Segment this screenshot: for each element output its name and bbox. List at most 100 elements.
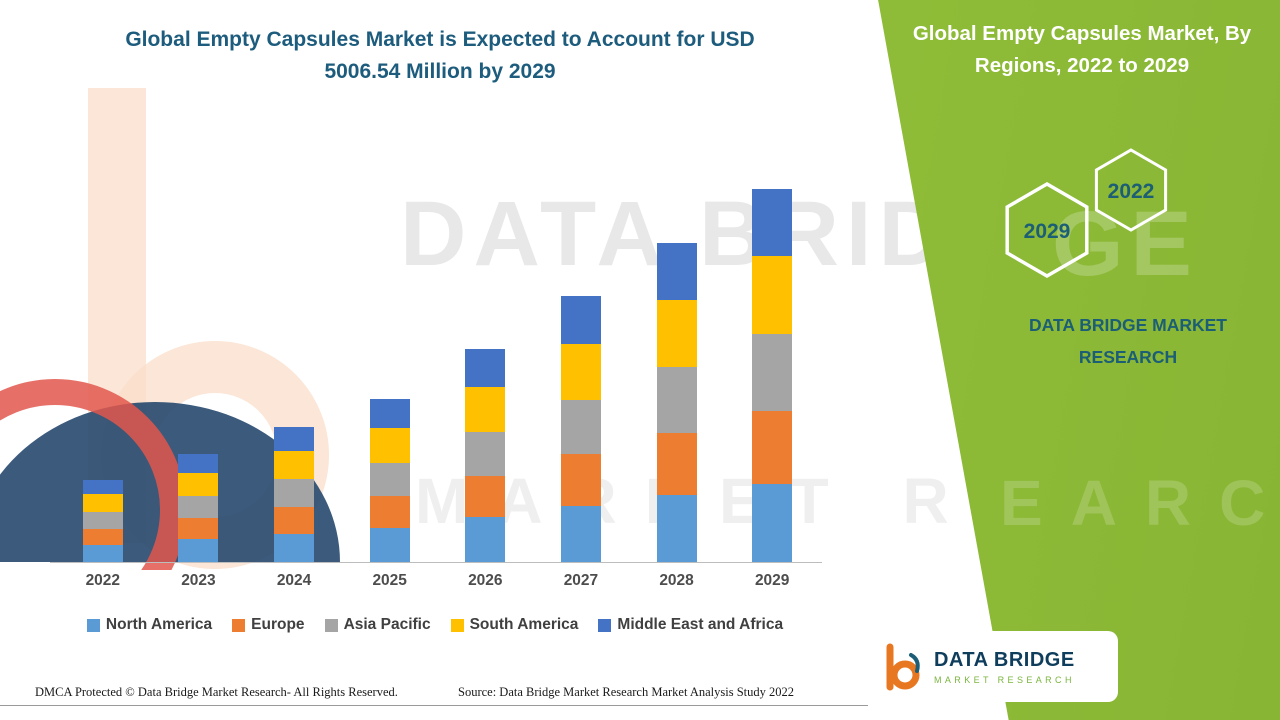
bar-segment-middle-east-and-africa: [752, 188, 793, 257]
page-title: Global Empty Capsules Market is Expected…: [125, 28, 755, 83]
bar-segment-europe: [465, 475, 506, 518]
bar-segment-middle-east-and-africa: [656, 242, 697, 301]
bar-segment-north-america: [369, 527, 410, 562]
bar-2022: [55, 152, 151, 562]
data-bridge-logo-icon: [886, 643, 920, 690]
dmca-notice: DMCA Protected © Data Bridge Market Rese…: [35, 685, 398, 699]
x-axis-label-2025: 2025: [372, 572, 407, 589]
logo-card: DATA BRIDGE MARKET RESEARCH: [866, 631, 1118, 702]
x-axis-label-2026: 2026: [468, 572, 503, 589]
bar-segment-asia-pacific: [560, 399, 601, 455]
bar-2028: [629, 152, 725, 562]
bar-segment-asia-pacific: [656, 367, 697, 433]
legend-marker: [450, 618, 464, 632]
x-axis-label-2023: 2023: [181, 572, 216, 589]
hexagon-2022-shape: [1094, 148, 1168, 232]
legend-label: South America: [469, 616, 579, 633]
x-axis-label-2028: 2028: [659, 572, 694, 589]
x-axis-line: [50, 562, 822, 563]
hexagon-2029-shape: [1005, 181, 1089, 279]
bar-2027: [533, 152, 629, 562]
legend: North America Europe Asia Pacific South Ame…: [45, 616, 825, 634]
logo-tagline: MARKET RESEARCH: [934, 674, 1075, 685]
bar-segment-north-america: [82, 544, 123, 562]
bar-segment-asia-pacific: [465, 432, 506, 476]
bar-segment-north-america: [465, 517, 506, 562]
stacked-bar-chart: [55, 152, 820, 562]
bar-segment-south-america: [274, 450, 315, 480]
bar-segment-south-america: [465, 387, 506, 433]
bar-segment-north-america: [656, 495, 697, 562]
legend-marker: [232, 618, 246, 632]
hexagon-2029-label: 2029: [1024, 220, 1071, 243]
bar-segment-europe: [178, 518, 219, 540]
bar-stack: [656, 242, 697, 562]
bar-stack: [752, 188, 793, 562]
bar-stack: [82, 479, 123, 562]
year-hexagons: 2029 2022: [1005, 148, 1168, 279]
bar-segment-europe: [752, 410, 793, 484]
bar-2026: [438, 152, 534, 562]
legend-marker: [86, 618, 100, 632]
bar-segment-middle-east-and-africa: [178, 453, 219, 474]
bar-segment-europe: [82, 528, 123, 545]
x-axis-label-2029: 2029: [754, 572, 790, 589]
bar-segment-europe: [274, 507, 315, 534]
bar-segment-europe: [656, 432, 697, 495]
logo-name: DATA BRIDGE: [934, 648, 1075, 671]
source-note: Source: Data Bridge Market Research Mark…: [458, 685, 795, 699]
bar-segment-south-america: [560, 344, 601, 400]
bar-segment-asia-pacific: [752, 334, 793, 411]
bar-segment-asia-pacific: [82, 511, 123, 529]
legend-item-south-america: South America: [450, 616, 579, 634]
bar-segment-south-america: [82, 494, 123, 512]
side-panel-title: Global Empty Capsules Market, By Regions…: [912, 22, 1252, 77]
legend-marker: [598, 618, 612, 632]
bar-segment-asia-pacific: [369, 462, 410, 497]
legend-item-asia-pacific: Asia Pacific: [324, 616, 431, 634]
x-axis-label-2024: 2024: [276, 572, 312, 589]
legend-label: Asia Pacific: [343, 616, 431, 633]
x-axis-label-2022: 2022: [85, 572, 121, 589]
bar-segment-middle-east-and-africa: [274, 426, 315, 451]
bar-segment-middle-east-and-africa: [82, 479, 123, 495]
legend-label: Middle East and Africa: [617, 616, 784, 633]
bar-segment-north-america: [178, 539, 219, 562]
hexagon-2022-label: 2022: [1108, 180, 1155, 203]
bar-segment-north-america: [560, 506, 601, 562]
x-axis-label-2027: 2027: [563, 572, 599, 589]
bar-2025: [342, 152, 438, 562]
bar-segment-south-america: [369, 428, 410, 463]
bar-segment-south-america: [656, 300, 697, 368]
bar-stack: [178, 453, 219, 562]
bar-segment-asia-pacific: [274, 479, 315, 508]
legend-marker: [324, 618, 338, 632]
bar-segment-europe: [369, 496, 410, 528]
bar-segment-europe: [560, 454, 601, 507]
bar-2023: [151, 152, 247, 562]
bar-stack: [369, 399, 410, 562]
brand-text: DATA BRIDGE MARKET RESEARCH: [1029, 315, 1227, 367]
legend-item-middle-east-and-africa: Middle East and Africa: [598, 616, 783, 634]
bar-segment-south-america: [752, 256, 793, 335]
panel-watermark-fragment: EARCH: [1000, 467, 1280, 539]
bar-segment-south-america: [178, 473, 219, 497]
bar-2024: [246, 152, 342, 562]
bar-stack: [465, 349, 506, 562]
legend-item-north-america: North America: [86, 616, 213, 634]
bar-stack: [560, 296, 601, 562]
legend-label: Europe: [251, 616, 305, 633]
bar-segment-asia-pacific: [178, 496, 219, 519]
bar-segment-middle-east-and-africa: [465, 349, 506, 388]
footer-divider: [0, 705, 868, 706]
bar-segment-north-america: [752, 483, 793, 562]
bar-segment-north-america: [274, 533, 315, 562]
legend-label: North America: [105, 616, 213, 633]
legend-item-europe: Europe: [232, 616, 305, 634]
bar-segment-middle-east-and-africa: [560, 296, 601, 345]
panel-watermark-fragment: GE: [1052, 193, 1199, 295]
x-axis-labels: 2022 2023 2024 2025 2026 2027 2028 2029: [55, 572, 820, 590]
bar-stack: [274, 426, 315, 562]
bar-segment-middle-east-and-africa: [369, 399, 410, 429]
